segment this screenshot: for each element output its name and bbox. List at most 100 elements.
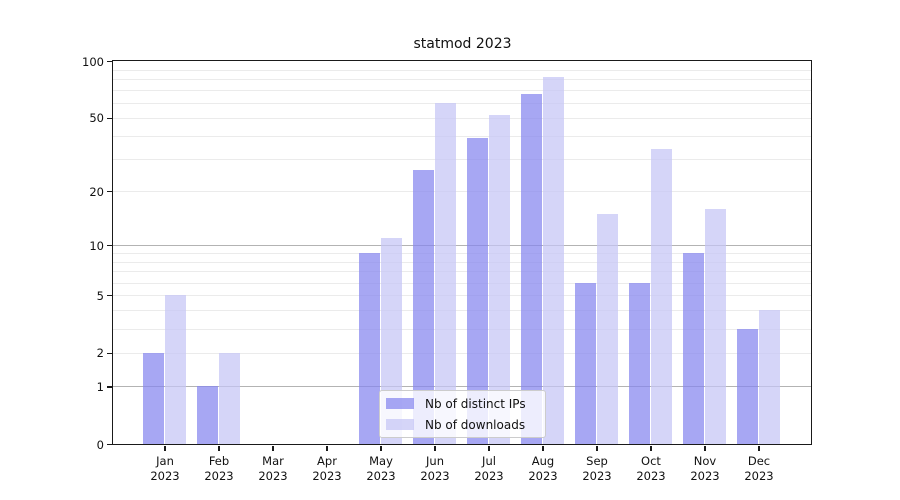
x-tick-label-year: 2023: [636, 468, 666, 483]
y-tick: [107, 295, 112, 297]
gridline-minor: [113, 90, 811, 92]
bar-downloads-sep: [596, 213, 619, 444]
y-tick-label: 20: [89, 184, 104, 199]
legend-item-distinct-ips: Nb of distinct IPs: [380, 397, 545, 411]
legend-label-downloads: Nb of downloads: [425, 417, 526, 432]
bar-distinct-ips-feb: [196, 386, 219, 444]
x-tick-label: May 2023: [351, 454, 411, 483]
x-tick: [326, 446, 328, 451]
x-tick-label-month: Aug: [531, 454, 555, 468]
x-tick-label-year: 2023: [420, 468, 450, 483]
x-tick-label: Aug 2023: [513, 454, 573, 483]
gridline-major: [113, 386, 811, 388]
y-tick: [107, 244, 112, 247]
gridline-minor: [113, 252, 811, 254]
x-tick: [650, 446, 652, 451]
bar-distinct-ips-nov: [682, 252, 705, 444]
x-tick-label: Mar 2023: [243, 454, 303, 483]
bar-distinct-ips-jul: [466, 137, 489, 444]
x-tick: [272, 446, 274, 451]
x-tick-label: Oct 2023: [621, 454, 681, 483]
x-tick-label-month: Jan: [156, 454, 174, 468]
x-tick-label-month: Apr: [317, 454, 337, 468]
x-tick-label-year: 2023: [366, 468, 396, 483]
y-tick-label: 50: [89, 111, 104, 126]
x-tick: [164, 446, 166, 451]
gridline-minor: [113, 295, 811, 297]
legend-label-distinct-ips: Nb of distinct IPs: [425, 396, 526, 411]
x-tick-label-month: Dec: [747, 454, 771, 468]
gridline-major: [113, 245, 811, 246]
x-tick-label-month: Nov: [693, 454, 717, 468]
x-tick-label-year: 2023: [312, 468, 342, 483]
x-tick-label-year: 2023: [204, 468, 234, 483]
x-tick-label: Jul 2023: [459, 454, 519, 483]
y-tick: [107, 352, 112, 354]
bar-distinct-ips-jun: [412, 170, 435, 444]
y-tick: [107, 443, 112, 446]
y-tick: [107, 60, 112, 63]
bar-distinct-ips-sep: [574, 282, 597, 444]
y-tick: [107, 191, 112, 193]
gridline-minor: [113, 79, 811, 81]
y-tick-label: 100: [82, 54, 104, 69]
y-tick-label: 0: [96, 437, 104, 452]
x-tick-label-month: Feb: [208, 454, 230, 468]
bar-distinct-ips-jan: [142, 352, 165, 444]
x-tick-label: Jan 2023: [135, 454, 195, 483]
plot-area: [112, 60, 812, 445]
gridline-minor: [113, 135, 811, 137]
bar-downloads-jan: [164, 295, 187, 444]
x-tick-label: Feb 2023: [189, 454, 249, 483]
x-tick-label-year: 2023: [690, 468, 720, 483]
gridline-minor: [113, 282, 811, 284]
x-tick-label: Sep 2023: [567, 454, 627, 483]
gridline-minor: [113, 117, 811, 119]
gridline-minor: [113, 159, 811, 161]
x-tick-label-year: 2023: [474, 468, 504, 483]
x-tick: [596, 446, 598, 451]
x-tick-label-year: 2023: [744, 468, 774, 483]
bar-distinct-ips-oct: [628, 282, 651, 444]
x-tick: [704, 446, 706, 451]
x-tick-label-month: Jun: [426, 454, 444, 468]
x-tick: [488, 446, 490, 451]
x-tick-label: Jun 2023: [405, 454, 465, 483]
x-tick-label-month: May: [369, 454, 393, 468]
gridline-minor: [113, 69, 811, 71]
x-tick-label-year: 2023: [528, 468, 558, 483]
y-tick-label: 10: [89, 238, 104, 253]
gridline-minor: [113, 261, 811, 263]
x-tick: [542, 446, 544, 451]
x-tick: [434, 446, 436, 451]
x-tick-label-month: Oct: [641, 454, 661, 468]
x-tick-label-year: 2023: [258, 468, 288, 483]
y-tick-label: 1: [96, 379, 104, 394]
y-tick: [107, 386, 112, 388]
x-tick: [758, 446, 760, 451]
bar-downloads-jun: [434, 102, 457, 444]
gridline-minor: [113, 191, 811, 193]
legend: Nb of distinct IPs Nb of downloads: [379, 390, 546, 438]
bar-distinct-ips-may: [358, 252, 381, 444]
x-tick-label-year: 2023: [582, 468, 612, 483]
bar-downloads-aug: [542, 77, 565, 444]
gridline-minor: [113, 102, 811, 104]
gridline-minor: [113, 352, 811, 354]
x-tick-label-month: Jul: [482, 454, 496, 468]
chart-title: statmod 2023: [413, 36, 512, 52]
legend-swatch-distinct-ips: [386, 398, 414, 409]
bar-downloads-jul: [488, 114, 511, 444]
bar-distinct-ips-aug: [520, 93, 543, 444]
x-tick-label-year: 2023: [150, 468, 180, 483]
x-tick: [380, 446, 382, 451]
x-tick-label-month: Sep: [586, 454, 608, 468]
x-tick-label: Nov 2023: [675, 454, 735, 483]
y-tick-label: 5: [96, 288, 104, 303]
gridline-minor: [113, 271, 811, 273]
bar-distinct-ips-dec: [736, 328, 759, 444]
bar-downloads-feb: [218, 352, 241, 444]
x-tick-label-month: Mar: [262, 454, 284, 468]
x-tick-label: Apr 2023: [297, 454, 357, 483]
bar-downloads-dec: [758, 310, 781, 444]
